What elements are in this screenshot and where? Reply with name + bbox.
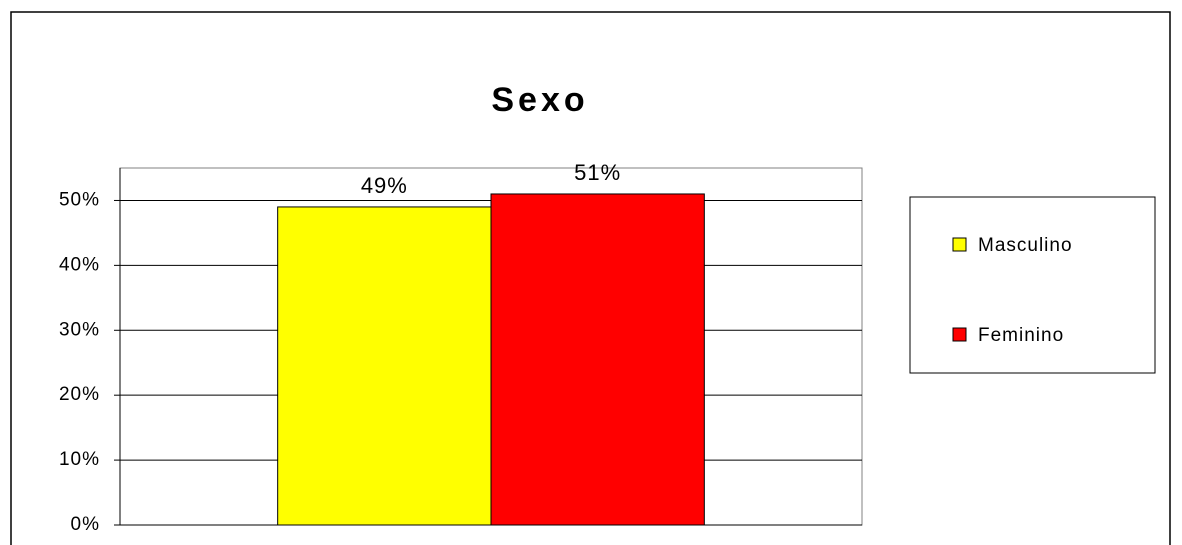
legend-swatch (952, 237, 967, 252)
legend-swatch (952, 327, 967, 342)
legend-box (909, 196, 1156, 374)
y-tick-label: 30% (59, 319, 100, 340)
y-tick-label: 20% (59, 384, 100, 405)
y-tick-label: 0% (71, 514, 100, 535)
chart-title: Sexo (491, 81, 588, 119)
data-label: 51% (574, 160, 621, 185)
bar (277, 206, 492, 526)
bar (490, 193, 705, 526)
legend-label: Masculino (978, 235, 1073, 256)
data-label: 49% (361, 173, 408, 198)
y-tick-label: 50% (59, 189, 100, 210)
legend-label: Feminino (978, 325, 1064, 346)
y-tick-label: 10% (59, 449, 100, 470)
y-tick-label: 40% (59, 254, 100, 275)
